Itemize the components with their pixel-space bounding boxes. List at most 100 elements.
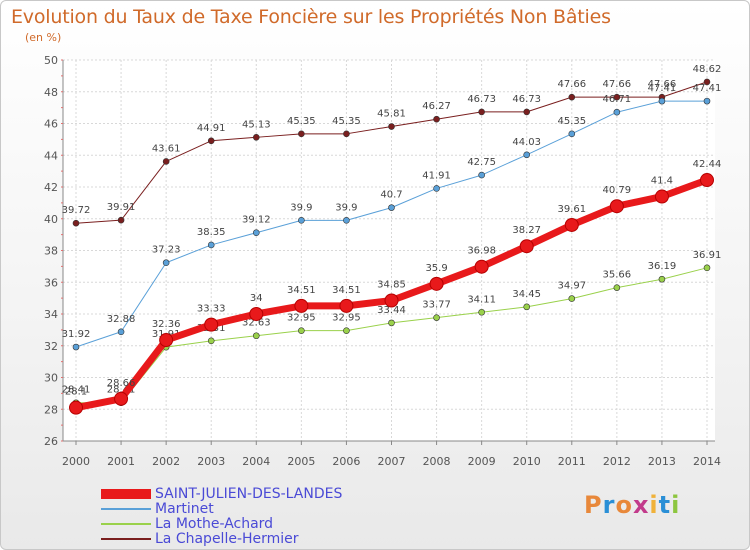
data-label: 33.77 (422, 300, 451, 311)
data-point (433, 185, 440, 192)
data-point (252, 229, 260, 237)
data-label: 34.51 (332, 285, 361, 296)
data-label: 47.66 (648, 79, 677, 90)
y-tick-label: 28 (44, 403, 58, 416)
data-point (159, 333, 174, 348)
y-tick-label: 50 (44, 54, 58, 67)
data-point (343, 130, 350, 138)
data-label: 44.03 (512, 137, 541, 148)
data-point (700, 173, 714, 188)
data-point (568, 93, 576, 101)
legend-label: La Chapelle-Hermier (155, 530, 299, 547)
data-label: 34.51 (287, 285, 316, 296)
data-point (523, 151, 531, 159)
logo-letter: t (658, 491, 672, 519)
data-label: 28.66 (107, 378, 136, 389)
data-label: 34.11 (467, 294, 496, 305)
data-point (343, 327, 350, 334)
y-tick-label: 30 (44, 372, 58, 385)
x-tick-label: 2014 (693, 455, 721, 468)
y-tick-label: 48 (44, 86, 58, 99)
data-point (204, 317, 219, 332)
x-tick-label: 2010 (513, 455, 541, 468)
data-label: 39.72 (62, 205, 91, 216)
data-label: 34.45 (512, 289, 541, 300)
y-tick-label: 44 (44, 149, 58, 162)
y-tick-label: 42 (44, 181, 58, 194)
data-point (613, 93, 621, 101)
legend-item: La Mothe-Achard (101, 516, 342, 531)
data-point (703, 97, 711, 105)
data-point (298, 217, 305, 224)
data-point (69, 400, 83, 415)
data-point (429, 276, 444, 291)
data-label: 36.19 (648, 261, 677, 272)
y-tick-label: 34 (44, 308, 58, 321)
data-label: 41.4 (651, 176, 673, 187)
x-tick-label: 2000 (62, 455, 90, 468)
logo-letter: i (671, 491, 681, 519)
data-label: 44.91 (197, 123, 226, 134)
data-point (388, 319, 395, 327)
data-label: 36.98 (467, 246, 496, 257)
data-point (568, 130, 576, 138)
legend-item: Martinet (101, 501, 342, 516)
x-tick-label: 2001 (107, 455, 135, 468)
data-label: 45.13 (242, 119, 271, 130)
data-point (703, 264, 711, 272)
data-label: 34.85 (377, 280, 406, 291)
data-label: 48.62 (693, 64, 722, 75)
data-label: 39.91 (107, 202, 136, 213)
data-label: 46.73 (467, 94, 496, 105)
data-label: 39.9 (290, 202, 312, 213)
data-label: 34.97 (557, 281, 586, 292)
data-label: 47.41 (648, 83, 677, 94)
data-label: 37.23 (152, 245, 181, 256)
data-label: 38.35 (197, 227, 226, 238)
data-label: 32.88 (107, 314, 136, 325)
data-label: 46.71 (603, 94, 632, 105)
data-label: 45.35 (557, 116, 586, 127)
data-label: 39.9 (335, 202, 357, 213)
legend-item: SAINT-JULIEN-DES-LANDES (101, 486, 342, 501)
data-label: 41.91 (422, 170, 451, 181)
data-label: 32.63 (242, 318, 271, 329)
y-tick-label: 32 (44, 340, 58, 353)
data-label: 28.1 (65, 387, 87, 398)
x-tick-label: 2008 (423, 455, 451, 468)
legend-item: La Chapelle-Hermier (101, 531, 342, 546)
data-label: 31.92 (62, 329, 91, 340)
data-label: 42.44 (693, 159, 722, 170)
data-label: 28.41 (62, 385, 91, 396)
data-label: 39.61 (557, 204, 586, 215)
data-point (519, 239, 534, 254)
x-tick-label: 2004 (242, 455, 270, 468)
y-tick-label: 36 (44, 276, 58, 289)
data-point (72, 219, 80, 227)
data-point (252, 332, 260, 340)
data-label: 32.95 (332, 313, 361, 324)
data-point (613, 284, 621, 291)
data-point (478, 108, 485, 116)
data-point (523, 108, 531, 116)
data-point (433, 115, 440, 123)
x-tick-label: 2011 (558, 455, 586, 468)
x-tick-label: 2003 (197, 455, 225, 468)
data-point (114, 391, 129, 406)
data-point (117, 216, 125, 224)
chart-subtitle: (en %) (25, 31, 62, 44)
data-label: 40.79 (603, 185, 632, 196)
data-label: 45.81 (377, 109, 406, 120)
data-point (384, 293, 399, 308)
y-tick-label: 38 (44, 245, 58, 258)
data-point (474, 259, 489, 274)
data-label: 46.73 (512, 94, 541, 105)
data-label: 45.35 (287, 116, 316, 127)
data-label: 47.66 (603, 79, 632, 90)
data-point (564, 217, 579, 232)
data-label: 40.7 (380, 190, 402, 201)
data-label: 38.27 (512, 225, 541, 236)
logo-letter: o (615, 491, 633, 519)
data-point (343, 217, 350, 224)
